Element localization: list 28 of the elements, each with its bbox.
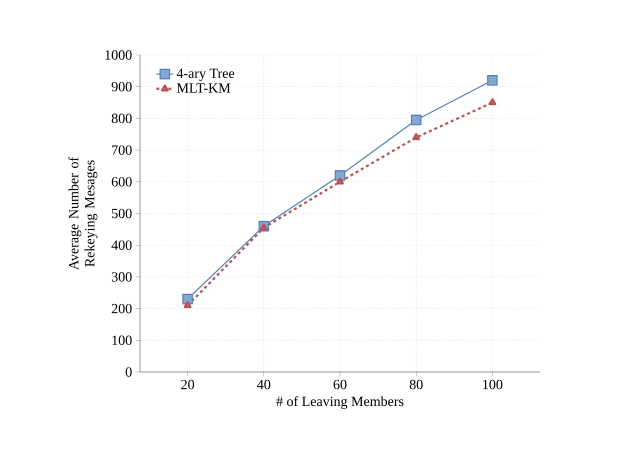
y-tick-label: 0 [126, 367, 132, 377]
x-tick-label: 40 [257, 380, 270, 390]
x-tick-label: 80 [410, 380, 423, 390]
y-tick-label: 900 [112, 82, 132, 92]
y-tick-label: 700 [112, 145, 132, 155]
point [184, 301, 192, 308]
y-axis-title: Average Number of Rekeying Mesages [68, 156, 98, 270]
y-tick-label: 800 [112, 114, 132, 124]
legend-label: MLT-KM [176, 83, 230, 93]
x-axis-title: # of Leaving Members [276, 396, 404, 409]
y-tick-label: 400 [111, 240, 132, 250]
y-tick-label: 500 [112, 208, 132, 218]
point [412, 133, 420, 140]
point [336, 177, 344, 184]
x-tick-label: 20 [181, 380, 194, 390]
legend-label: 4-ary Tree [176, 68, 234, 81]
y-tick-label: 1000 [105, 50, 132, 60]
y-tick-label: 300 [112, 272, 132, 282]
y-tick-label: 100 [112, 336, 132, 346]
point [260, 223, 268, 230]
y-tick-label: 600 [112, 177, 132, 187]
point [410, 114, 422, 126]
point [334, 170, 346, 181]
x-tick-label: 60 [334, 380, 346, 390]
point [487, 75, 498, 86]
y-tick-label: 200 [112, 304, 132, 314]
x-tick-label: 100 [483, 380, 502, 390]
point [488, 98, 496, 106]
